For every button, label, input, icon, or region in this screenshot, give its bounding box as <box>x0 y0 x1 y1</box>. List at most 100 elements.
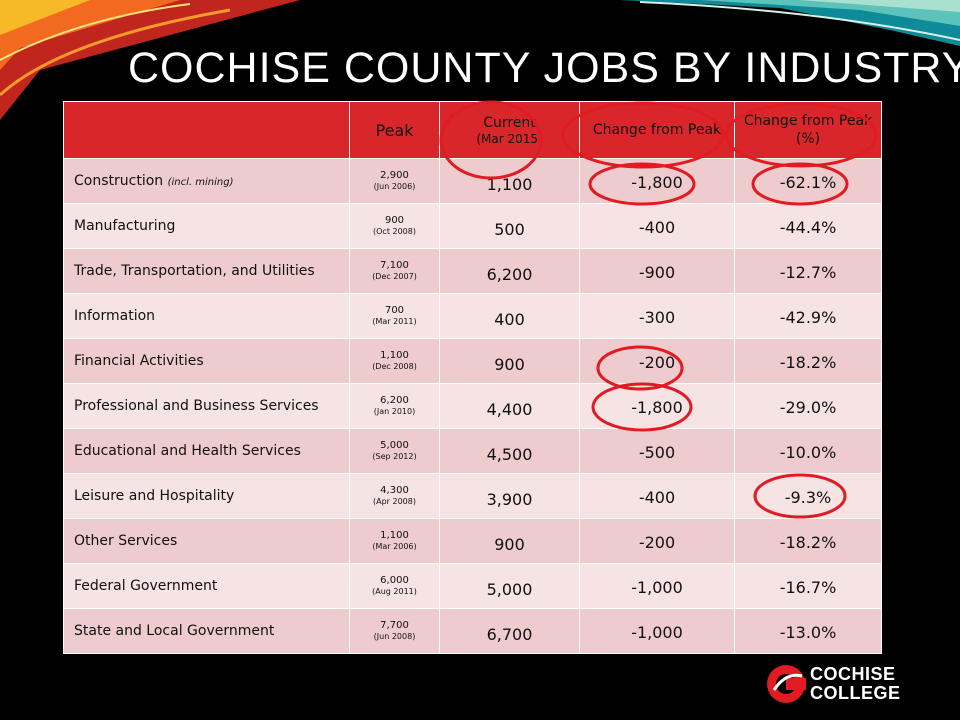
header-change: Change from Peak <box>579 101 735 159</box>
current-value: 500 <box>439 203 580 249</box>
peak-value: 5,000 <box>380 440 409 451</box>
pct-change-value: -9.3% <box>734 473 882 519</box>
current-value: 900 <box>439 518 580 564</box>
peak-cell: 7,700 (Jun 2008) <box>349 608 440 654</box>
industry-cell: Financial Activities <box>63 338 350 384</box>
change-value: -1,800 <box>579 158 735 204</box>
logo-line-2: COLLEGE <box>810 683 901 703</box>
page-title: COCHISE COUNTY JOBS BY INDUSTRY <box>128 44 960 92</box>
change-value: -900 <box>579 248 735 294</box>
header-current: Current (Mar 2015) <box>439 101 580 159</box>
table-row: Educational and Health Services 5,000 (Sep… <box>63 428 882 474</box>
current-value: 6,200 <box>439 248 580 294</box>
table-row: Financial Activities 1,100 (Dec 2008) 900 -2… <box>63 338 882 384</box>
change-value: -500 <box>579 428 735 474</box>
industry-note: (incl. mining) <box>167 177 234 188</box>
pct-change-value: -44.4% <box>734 203 882 249</box>
peak-value: 6,000 <box>380 575 409 586</box>
industry-name: Financial Activities <box>74 353 204 369</box>
table-row: Leisure and Hospitality 4,300 (Apr 2008) 3,… <box>63 473 882 519</box>
peak-value: 1,100 <box>380 350 409 361</box>
pct-change-value: -42.9% <box>734 293 882 339</box>
industry-name: Leisure and Hospitality <box>74 488 235 504</box>
pct-change-value: -16.7% <box>734 563 882 609</box>
industry-name: Educational and Health Services <box>74 443 301 459</box>
peak-date: (Mar 2011) <box>372 317 417 326</box>
change-value: -300 <box>579 293 735 339</box>
change-value: -1,800 <box>579 383 735 429</box>
industry-name: Information <box>74 308 156 324</box>
cochise-college-logo: COCHISE COLLEGE <box>766 662 902 706</box>
peak-value: 4,300 <box>380 485 409 496</box>
peak-cell: 5,000 (Sep 2012) <box>349 428 440 474</box>
peak-value: 1,100 <box>380 530 409 541</box>
pct-change-value: -10.0% <box>734 428 882 474</box>
peak-date: (Mar 2006) <box>372 542 417 551</box>
header-current-date: (Mar 2015) <box>476 131 543 146</box>
industry-name: Federal Government <box>74 578 218 594</box>
pct-change-value: -13.0% <box>734 608 882 654</box>
peak-cell: 6,200 (Jan 2010) <box>349 383 440 429</box>
logo-text: COCHISE COLLEGE <box>810 665 901 703</box>
current-value: 6,700 <box>439 608 580 654</box>
pct-change-value: -62.1% <box>734 158 882 204</box>
peak-date: (Jun 2008) <box>373 632 416 641</box>
industry-cell: Professional and Business Services <box>63 383 350 429</box>
change-value: -1,000 <box>579 563 735 609</box>
industry-cell: Other Services <box>63 518 350 564</box>
table-row: Trade, Transportation, and Utilities 7,10… <box>63 248 882 294</box>
industry-name: Manufacturing <box>74 218 176 234</box>
table-header-row: Peak Current (Mar 2015) Change from Peak… <box>63 101 882 159</box>
header-industry <box>63 101 350 159</box>
peak-value: 7,700 <box>380 620 409 631</box>
change-value: -200 <box>579 338 735 384</box>
industry-cell: Manufacturing <box>63 203 350 249</box>
peak-value: 7,100 <box>380 260 409 271</box>
peak-cell: 7,100 (Dec 2007) <box>349 248 440 294</box>
peak-date: (Jun 2006) <box>373 182 416 191</box>
peak-date: (Oct 2008) <box>373 227 416 236</box>
pct-change-value: -18.2% <box>734 338 882 384</box>
header-change-label: Change from Peak <box>592 122 722 138</box>
peak-cell: 1,100 (Dec 2008) <box>349 338 440 384</box>
change-value: -1,000 <box>579 608 735 654</box>
pct-change-value: -12.7% <box>734 248 882 294</box>
change-value: -400 <box>579 473 735 519</box>
header-pct-change-label: Change from Peak (%) <box>743 113 873 147</box>
current-value: 1,100 <box>439 158 580 204</box>
logo-mark-icon <box>767 665 806 703</box>
peak-value: 2,900 <box>380 170 409 181</box>
peak-date: (Apr 2008) <box>373 497 416 506</box>
table-row: Professional and Business Services 6,200(… <box>63 383 882 429</box>
current-value: 4,400 <box>439 383 580 429</box>
header-peak: Peak <box>349 101 440 159</box>
table-row: State and Local Government 7,700 (Jun 2008… <box>63 608 882 654</box>
table-row: Information 700 (Mar 2011) 400 -300 -42.9% <box>63 293 882 339</box>
table-row: Other Services 1,100 (Mar 2006) 900 -200 -18.… <box>63 518 882 564</box>
peak-date: (Jan 2010) <box>373 407 416 416</box>
table-row: Construction (incl. mining) 2,900 (Jun 200… <box>63 158 882 204</box>
peak-cell: 1,100 (Mar 2006) <box>349 518 440 564</box>
peak-date: (Dec 2008) <box>372 362 417 371</box>
peak-cell: 4,300 (Apr 2008) <box>349 473 440 519</box>
industry-name: Professional and Business Services <box>74 398 319 414</box>
peak-cell: 700 (Mar 2011) <box>349 293 440 339</box>
peak-cell: 6,000 (Aug 2011) <box>349 563 440 609</box>
peak-date: (Aug 2011) <box>372 587 417 596</box>
header-current-label: Current <box>483 114 536 131</box>
industry-name: Other Services <box>74 533 178 549</box>
current-value: 3,900 <box>439 473 580 519</box>
current-value: 400 <box>439 293 580 339</box>
peak-cell: 900 (Oct 2008) <box>349 203 440 249</box>
industry-name: Trade, Transportation, and Utilities <box>74 263 315 279</box>
peak-date: (Sep 2012) <box>372 452 417 461</box>
pct-change-value: -18.2% <box>734 518 882 564</box>
peak-cell: 2,900 (Jun 2006) <box>349 158 440 204</box>
industry-cell: Educational and Health Services <box>63 428 350 474</box>
table-row: Manufacturing 900 (Oct 2008) 500 -400 -44.4% <box>63 203 882 249</box>
industry-cell: State and Local Government <box>63 608 350 654</box>
header-peak-label: Peak <box>375 120 414 140</box>
change-value: -400 <box>579 203 735 249</box>
industry-cell: Leisure and Hospitality <box>63 473 350 519</box>
